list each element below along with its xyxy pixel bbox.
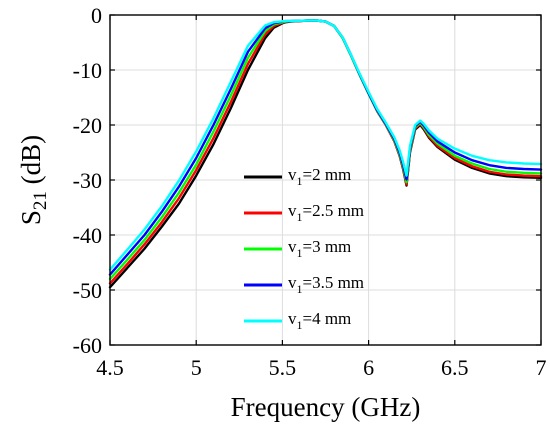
x-tick-label: 5	[191, 355, 202, 380]
legend-label-main: v	[288, 237, 297, 256]
x-axis-title: Frequency (GHz)	[231, 392, 421, 422]
legend-label-main: v	[288, 201, 297, 220]
y-tick-label: -30	[73, 168, 102, 193]
series-line-5	[108, 19, 543, 271]
legend-label-main: v	[288, 165, 297, 184]
y-tick-label: -20	[73, 113, 102, 138]
x-tick-label: 4.5	[96, 355, 124, 380]
x-tick-label: 5.5	[269, 355, 297, 380]
y-axis-title-main: S	[16, 210, 46, 225]
legend-label-3: v1=3 mm	[288, 237, 351, 260]
legend-label-subscript: 1	[297, 246, 303, 260]
legend-label-rest: =2 mm	[303, 165, 352, 184]
x-tick-label: 7	[536, 355, 547, 380]
legend-label-main: v	[288, 273, 297, 292]
legend-label-rest: =4 mm	[303, 309, 352, 328]
grid-lines	[110, 15, 541, 345]
legend-label-2: v1=2.5 mm	[288, 201, 364, 224]
y-axis-title-unit: (dB)	[16, 135, 46, 191]
legend-label-subscript: 1	[297, 318, 303, 332]
y-axis-title-subscript: 21	[30, 191, 51, 210]
series-layer	[108, 19, 543, 289]
y-tick-label: -50	[73, 278, 102, 303]
y-tick-label: -10	[73, 58, 102, 83]
legend-label-subscript: 1	[297, 210, 303, 224]
legend-label-main: v	[288, 309, 297, 328]
legend-label-1: v1=2 mm	[288, 165, 351, 188]
y-tick-label: -60	[73, 333, 102, 358]
y-tick-label: -40	[73, 223, 102, 248]
legend-label-4: v1=3.5 mm	[288, 273, 364, 296]
legend-label-rest: =3.5 mm	[303, 273, 365, 292]
x-tick-label: 6.5	[441, 355, 469, 380]
legend-label-5: v1=4 mm	[288, 309, 351, 332]
y-tick-label: 0	[91, 3, 102, 28]
x-tick-labels: 4.5 5 5.5 6 6.5 7	[96, 355, 546, 380]
legend-label-rest: =3 mm	[303, 237, 352, 256]
y-axis-title: S21 (dB)	[16, 135, 51, 225]
x-tick-label: 6	[363, 355, 374, 380]
legend-label-subscript: 1	[297, 174, 303, 188]
legend-label-rest: =2.5 mm	[303, 201, 365, 220]
axis-ticks	[109, 14, 542, 346]
legend-label-subscript: 1	[297, 282, 303, 296]
y-tick-labels: 0 -10 -20 -30 -40 -50 -60	[73, 3, 102, 358]
